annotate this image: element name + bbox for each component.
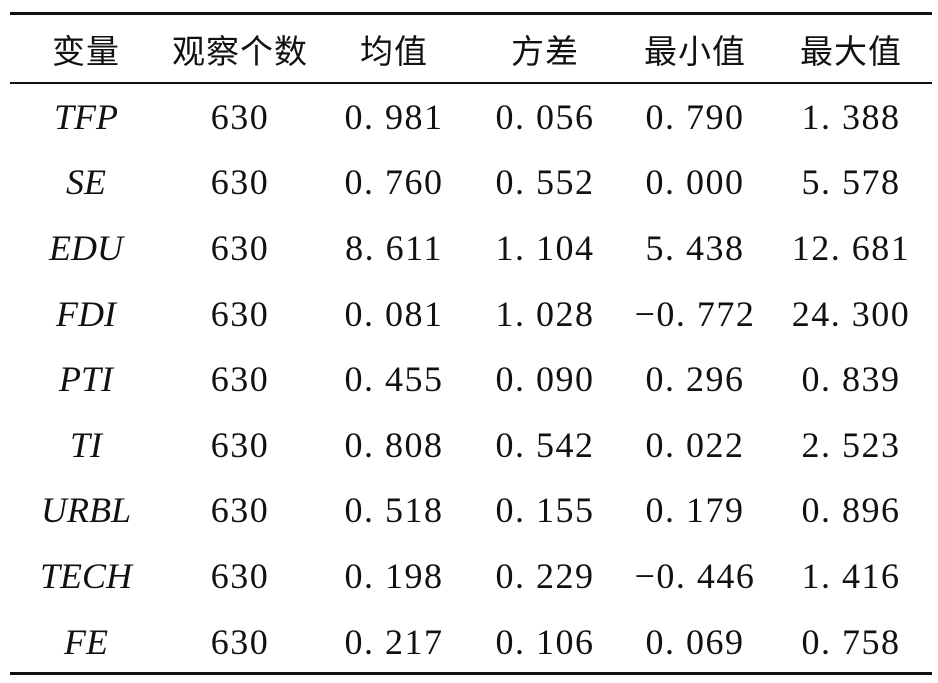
min-cell: 0. 179 bbox=[645, 490, 745, 531]
header-rule bbox=[10, 82, 932, 84]
variable-name: FDI bbox=[56, 293, 116, 334]
variable-name: URBL bbox=[41, 490, 131, 531]
max-cell: 1. 416 bbox=[801, 555, 901, 596]
variance-cell: 1. 104 bbox=[495, 227, 595, 268]
mean-cell: 0. 081 bbox=[344, 293, 444, 334]
variance-cell: 0. 090 bbox=[495, 359, 595, 400]
top-rule bbox=[10, 12, 932, 15]
min-cell: −0. 446 bbox=[634, 555, 756, 596]
observations-cell: 630 bbox=[210, 293, 270, 334]
max-cell: 0. 839 bbox=[801, 359, 901, 400]
header-variable: 变量 bbox=[52, 31, 120, 71]
mean-cell: 0. 217 bbox=[344, 621, 444, 662]
min-cell: 0. 069 bbox=[645, 621, 745, 662]
variable-name: TFP bbox=[53, 96, 118, 137]
bottom-rule bbox=[10, 672, 932, 675]
descriptive-statistics-table: 变量 观察个数 均值 方差 最小值 最大值 TFP 630 0. 981 0. … bbox=[10, 0, 932, 683]
max-cell: 12. 681 bbox=[791, 227, 911, 268]
observations-cell: 630 bbox=[210, 490, 270, 531]
table-row: TFP 630 0. 981 0. 056 0. 790 1. 388 bbox=[10, 82, 932, 150]
min-cell: 0. 790 bbox=[645, 96, 745, 137]
mean-cell: 0. 981 bbox=[344, 96, 444, 137]
max-cell: 0. 896 bbox=[801, 490, 901, 531]
min-cell: 0. 022 bbox=[645, 424, 745, 465]
mean-cell: 0. 760 bbox=[344, 162, 444, 203]
min-cell: −0. 772 bbox=[634, 293, 756, 334]
stats-table: 变量 观察个数 均值 方差 最小值 最大值 TFP 630 0. 981 0. … bbox=[10, 15, 932, 674]
mean-cell: 0. 808 bbox=[344, 424, 444, 465]
header-row: 变量 观察个数 均值 方差 最小值 最大值 bbox=[10, 15, 932, 82]
max-cell: 5. 578 bbox=[801, 162, 901, 203]
table-row: TI 630 0. 808 0. 542 0. 022 2. 523 bbox=[10, 412, 932, 478]
variance-cell: 1. 028 bbox=[495, 293, 595, 334]
max-cell: 0. 758 bbox=[801, 621, 901, 662]
observations-cell: 630 bbox=[210, 96, 270, 137]
table-row: SE 630 0. 760 0. 552 0. 000 5. 578 bbox=[10, 150, 932, 216]
mean-cell: 0. 455 bbox=[344, 359, 444, 400]
observations-cell: 630 bbox=[210, 227, 270, 268]
max-cell: 1. 388 bbox=[801, 96, 901, 137]
header-max: 最大值 bbox=[800, 31, 902, 71]
variable-name: TI bbox=[69, 424, 102, 465]
observations-cell: 630 bbox=[210, 621, 270, 662]
header-mean: 均值 bbox=[360, 31, 428, 71]
header-observations: 观察个数 bbox=[172, 31, 308, 71]
observations-cell: 630 bbox=[210, 424, 270, 465]
variance-cell: 0. 552 bbox=[495, 162, 595, 203]
mean-cell: 8. 611 bbox=[345, 227, 443, 268]
mean-cell: 0. 518 bbox=[344, 490, 444, 531]
variable-name: FE bbox=[64, 621, 108, 662]
mean-cell: 0. 198 bbox=[344, 555, 444, 596]
min-cell: 0. 000 bbox=[645, 162, 745, 203]
table-row: TECH 630 0. 198 0. 229 −0. 446 1. 416 bbox=[10, 543, 932, 609]
header-variance: 方差 bbox=[511, 31, 579, 71]
min-cell: 0. 296 bbox=[645, 359, 745, 400]
observations-cell: 630 bbox=[210, 359, 270, 400]
observations-cell: 630 bbox=[210, 162, 270, 203]
variance-cell: 0. 155 bbox=[495, 490, 595, 531]
variable-name: TECH bbox=[39, 555, 133, 596]
variance-cell: 0. 106 bbox=[495, 621, 595, 662]
variable-name: SE bbox=[66, 162, 106, 203]
table-row: FDI 630 0. 081 1. 028 −0. 772 24. 300 bbox=[10, 281, 932, 347]
header-min: 最小值 bbox=[644, 31, 746, 71]
table-row: EDU 630 8. 611 1. 104 5. 438 12. 681 bbox=[10, 215, 932, 281]
variance-cell: 0. 056 bbox=[495, 96, 595, 137]
max-cell: 24. 300 bbox=[791, 293, 911, 334]
table-row: FE 630 0. 217 0. 106 0. 069 0. 758 bbox=[10, 609, 932, 675]
max-cell: 2. 523 bbox=[801, 424, 901, 465]
table-row: URBL 630 0. 518 0. 155 0. 179 0. 896 bbox=[10, 478, 932, 544]
variance-cell: 0. 542 bbox=[495, 424, 595, 465]
min-cell: 5. 438 bbox=[645, 227, 745, 268]
variance-cell: 0. 229 bbox=[495, 555, 595, 596]
variable-name: PTI bbox=[59, 359, 113, 400]
observations-cell: 630 bbox=[210, 555, 270, 596]
variable-name: EDU bbox=[49, 227, 123, 268]
table-row: PTI 630 0. 455 0. 090 0. 296 0. 839 bbox=[10, 346, 932, 412]
